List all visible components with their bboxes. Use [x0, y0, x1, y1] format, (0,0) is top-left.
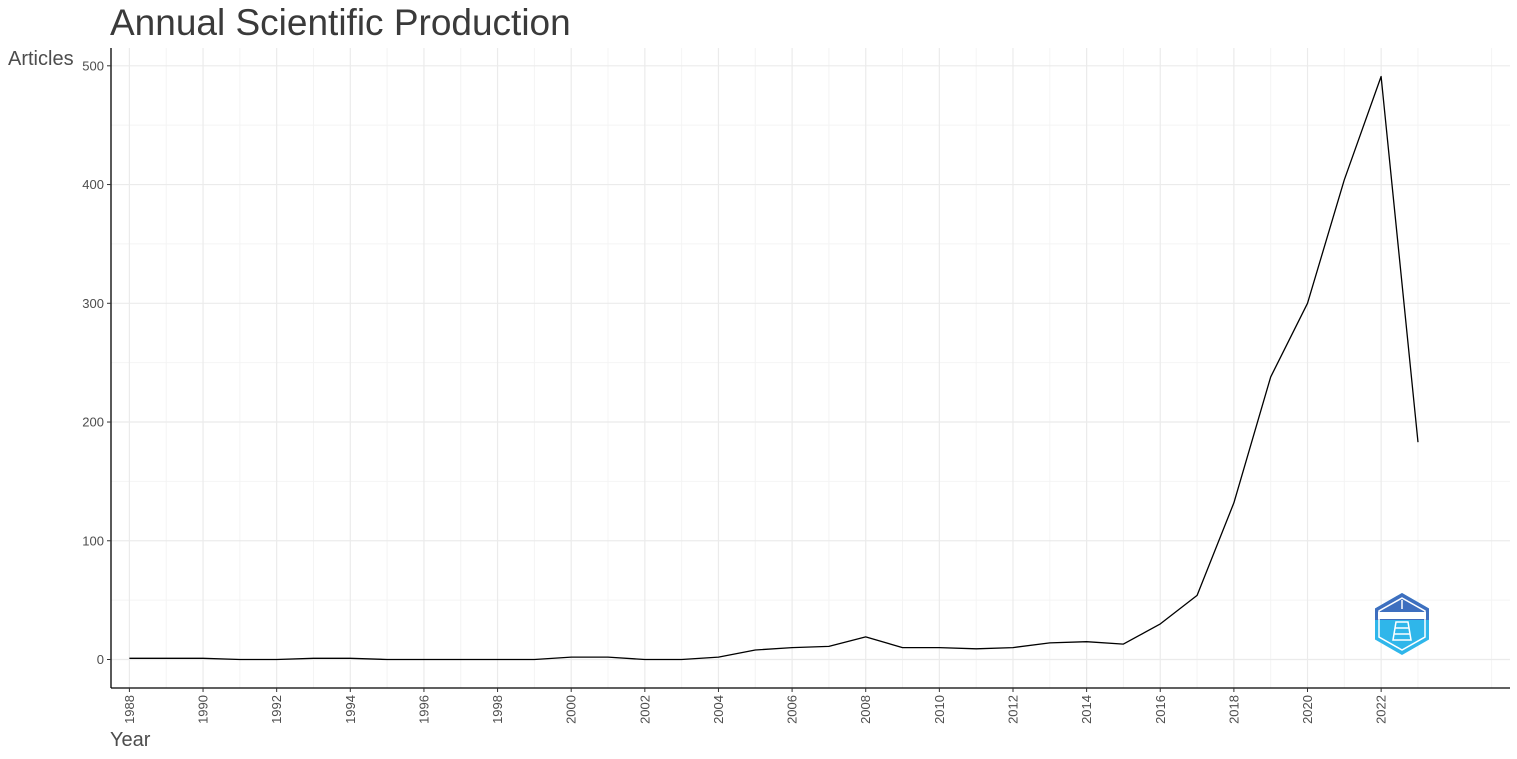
chart-title: Annual Scientific Production [110, 2, 571, 43]
x-tick-label: 2018 [1226, 695, 1241, 724]
bibliometrix-logo [1375, 593, 1429, 655]
x-tick-label: 2006 [785, 695, 800, 724]
x-tick-label: 2002 [637, 695, 652, 724]
y-tick-label: 100 [82, 533, 104, 548]
x-tick-label: 1998 [490, 695, 505, 724]
minor-gridlines [111, 48, 1510, 688]
y-tick-label: 400 [82, 177, 104, 192]
y-tick-label: 200 [82, 415, 104, 430]
x-tick-label: 1988 [122, 695, 137, 724]
x-tick-label: 2004 [711, 695, 726, 724]
x-tick-label: 2000 [564, 695, 579, 724]
x-tick-label: 2014 [1079, 695, 1094, 724]
x-tick-label: 1990 [196, 695, 211, 724]
x-tick-label: 2008 [858, 695, 873, 724]
y-axis-label: Articles [8, 48, 74, 70]
x-tick-label: 2016 [1153, 695, 1168, 724]
y-tick-label: 0 [97, 652, 104, 667]
x-tick-label: 2022 [1374, 695, 1389, 724]
y-tick-label: 500 [82, 58, 104, 73]
axes [110, 48, 1510, 689]
series [129, 75, 1419, 661]
x-tick-label: 1996 [416, 695, 431, 724]
x-tick-label: 2012 [1005, 695, 1020, 724]
x-tick-label: 2010 [932, 695, 947, 724]
series-line [129, 75, 1419, 661]
major-gridlines [111, 48, 1510, 688]
x-tick-label: 1992 [269, 695, 284, 724]
y-tick-label: 300 [82, 296, 104, 311]
y-ticks: 0 100 200 300 400 500 [82, 58, 111, 667]
x-axis-label: Year [110, 729, 151, 751]
x-ticks: 1988 1990 1992 1994 1996 1998 2000 2002 2004 2006… [122, 688, 1389, 724]
x-tick-label: 1994 [343, 695, 358, 724]
x-tick-label: 2020 [1300, 695, 1315, 724]
